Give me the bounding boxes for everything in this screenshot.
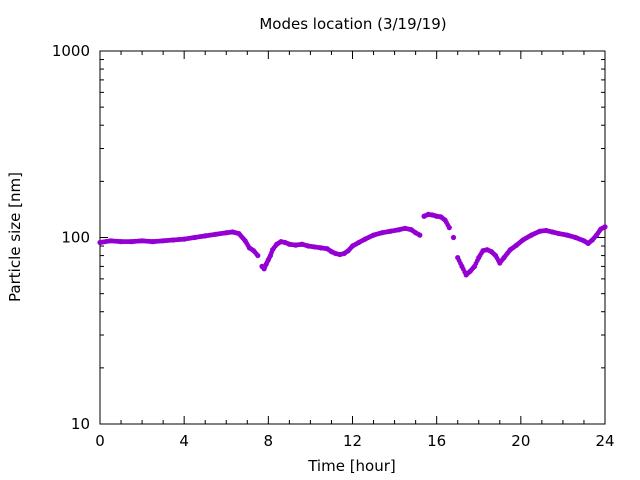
- y-tick-label: 1000: [52, 42, 90, 60]
- x-tick-label: 0: [95, 432, 105, 450]
- y-tick-label: 10: [71, 415, 90, 433]
- x-tick-label: 16: [427, 432, 446, 450]
- plot-frame: [99, 50, 606, 425]
- x-tick-label: 8: [264, 432, 274, 450]
- data-point: [446, 225, 452, 231]
- x-tick-label: 20: [511, 432, 530, 450]
- data-point: [602, 224, 608, 230]
- tick-labels: 0 4 8 12 16 20 24 10 100 1000: [52, 42, 615, 450]
- data-point: [255, 252, 261, 259]
- data-point: [417, 232, 423, 238]
- chart-title: Modes location (3/19/19): [259, 15, 446, 33]
- y-axis-label: Particle size [nm]: [6, 172, 24, 302]
- y-tick-label: 100: [61, 229, 90, 247]
- x-tick-label: 4: [179, 432, 189, 450]
- data-points: [97, 211, 608, 278]
- x-tick-label: 24: [595, 432, 614, 450]
- axis-ticks: [99, 50, 606, 425]
- x-tick-label: 12: [343, 432, 362, 450]
- data-point: [450, 234, 457, 241]
- x-axis-label: Time [hour]: [307, 457, 396, 475]
